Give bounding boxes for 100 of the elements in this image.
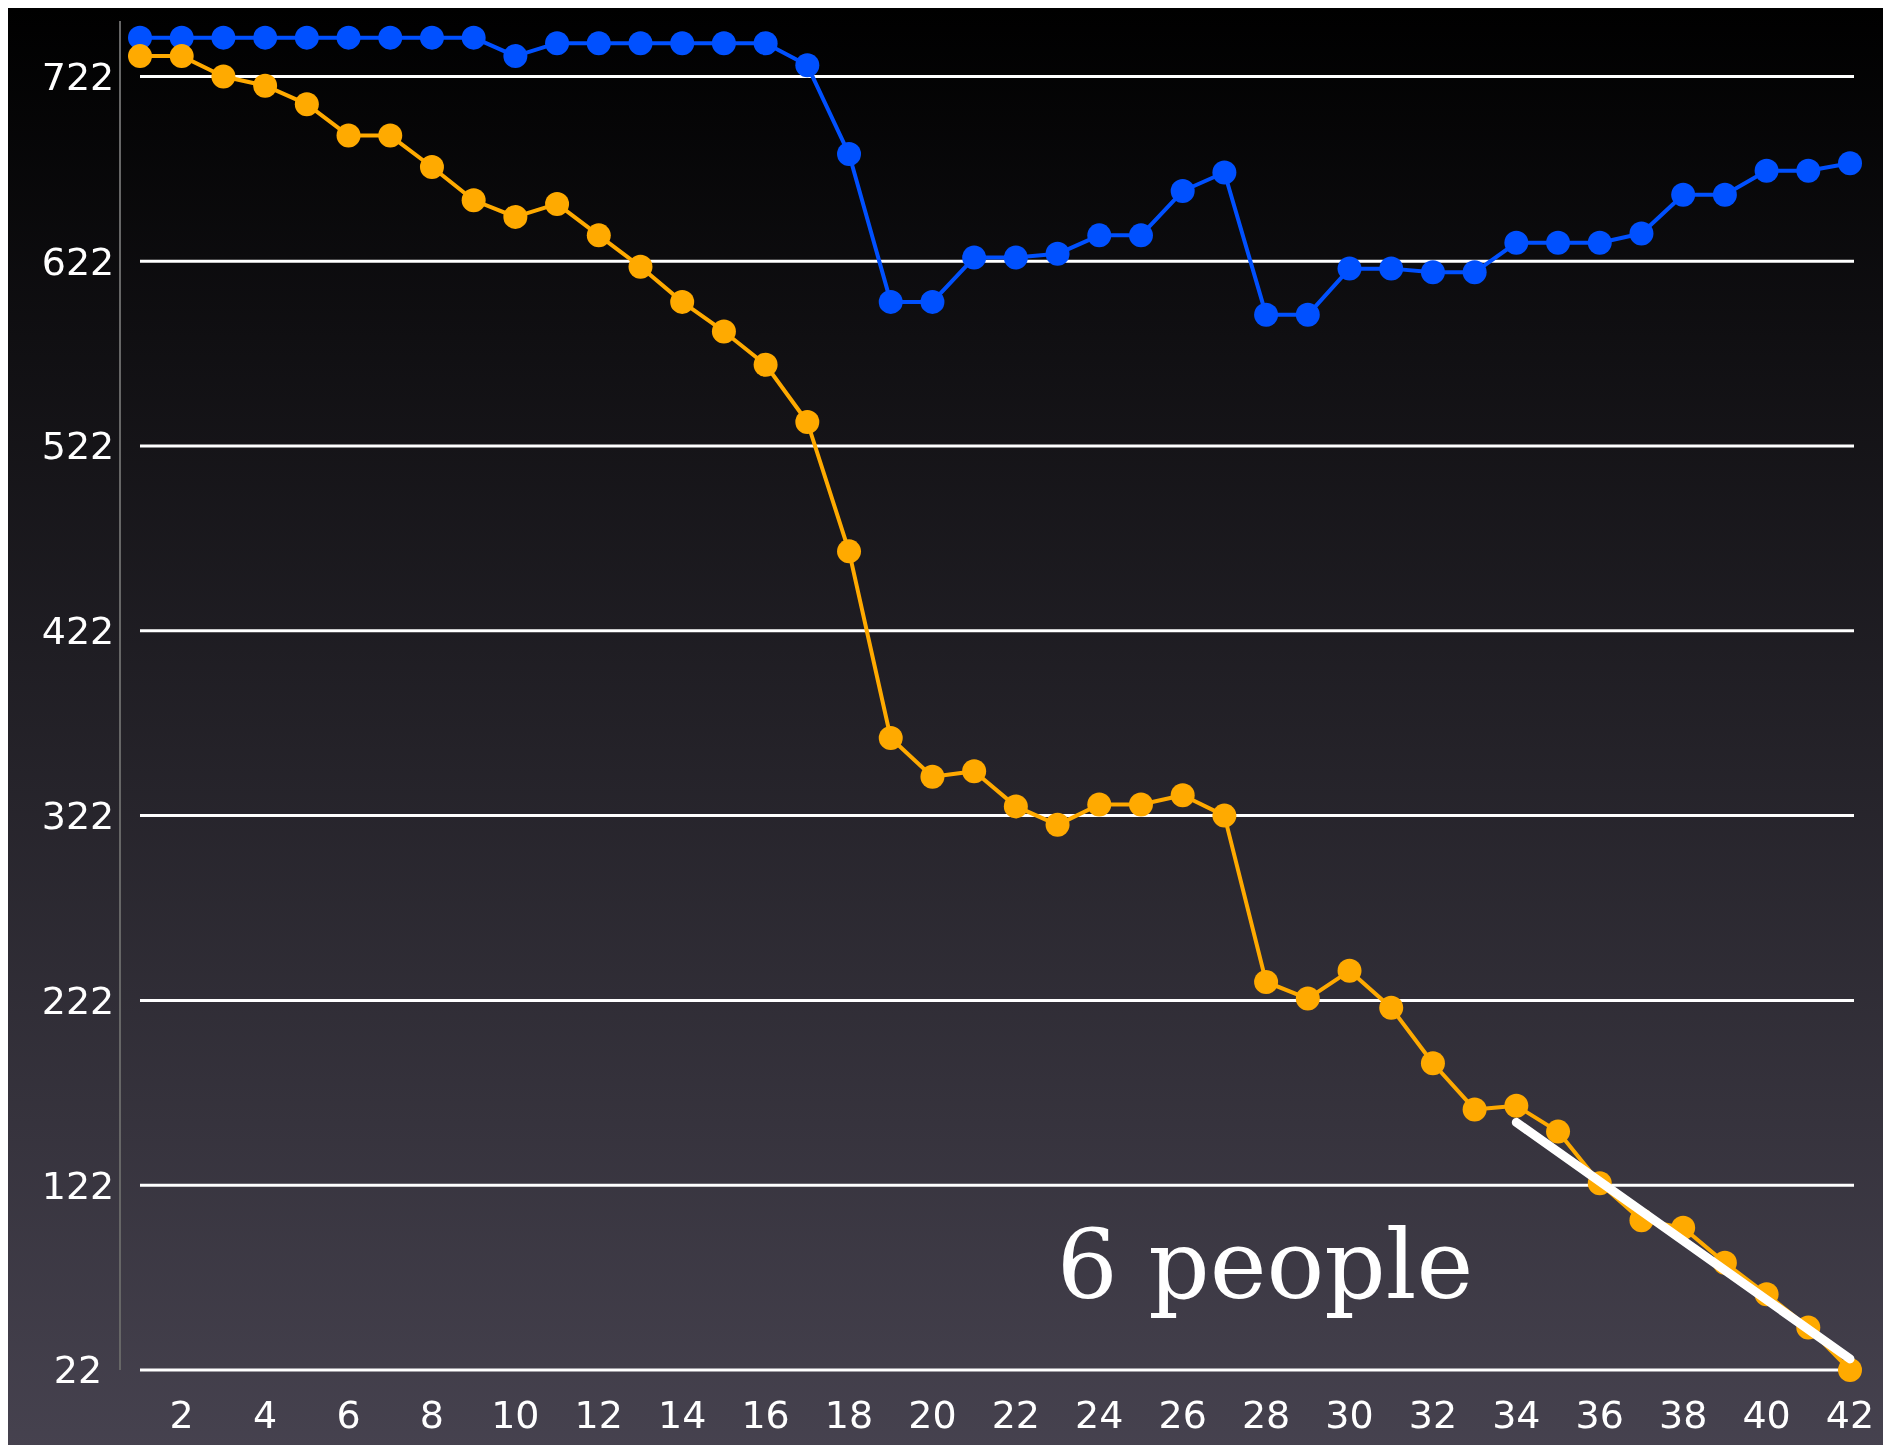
x-tick-label: 34	[1492, 1393, 1541, 1437]
x-tick-label: 26	[1158, 1393, 1207, 1437]
point	[1003, 794, 1028, 819]
point	[962, 245, 987, 270]
y-tick-label: 122	[41, 1163, 115, 1208]
x-tick-label: 30	[1325, 1393, 1374, 1437]
point	[920, 289, 945, 314]
point	[1254, 302, 1279, 327]
point	[795, 53, 820, 78]
point	[628, 254, 653, 279]
point	[1546, 230, 1571, 255]
point	[711, 319, 736, 344]
point	[1337, 256, 1362, 281]
point	[545, 191, 570, 216]
y-tick-label: 322	[41, 793, 115, 838]
x-tick-label: 24	[1075, 1393, 1124, 1437]
point	[169, 44, 194, 69]
point	[962, 759, 987, 784]
point	[1838, 1358, 1862, 1382]
x-tick-label: 38	[1658, 1393, 1708, 1437]
x-tick-label: 16	[741, 1393, 790, 1437]
x-tick-label: 10	[491, 1393, 540, 1437]
point	[1212, 160, 1237, 185]
x-tick-label: 12	[574, 1393, 623, 1437]
point	[1212, 803, 1237, 828]
x-tick-label: 32	[1408, 1393, 1458, 1437]
point	[1087, 223, 1112, 248]
point	[1629, 221, 1654, 246]
point	[586, 223, 611, 248]
x-tick-label: 42	[1825, 1393, 1875, 1437]
point	[1087, 792, 1112, 817]
point	[670, 289, 695, 314]
point	[1504, 230, 1529, 255]
point	[503, 204, 528, 229]
x-tick-label: 6	[336, 1393, 361, 1437]
point	[586, 31, 611, 56]
y-tick-label: 422	[41, 609, 115, 654]
point	[1546, 1119, 1571, 1144]
point	[1295, 986, 1320, 1011]
x-tick-label: 22	[991, 1393, 1041, 1437]
x-tick-label: 14	[658, 1393, 707, 1437]
point	[378, 123, 403, 148]
point	[1671, 182, 1696, 207]
point	[920, 764, 945, 789]
point	[1462, 1097, 1487, 1122]
x-tick-label: 18	[824, 1393, 874, 1437]
point	[211, 25, 236, 50]
point	[795, 410, 820, 434]
x-tick-label: 4	[253, 1393, 278, 1437]
y-tick-label: 622	[41, 239, 115, 284]
point	[753, 352, 778, 377]
point	[128, 44, 152, 69]
point	[628, 31, 653, 56]
point	[1170, 179, 1195, 204]
point	[1170, 783, 1195, 808]
point	[336, 123, 361, 148]
point	[670, 31, 695, 56]
point	[1420, 260, 1445, 285]
point	[1128, 792, 1153, 817]
annotation: 6 people	[1056, 1209, 1474, 1321]
point	[253, 73, 278, 98]
point	[711, 31, 736, 56]
point	[1128, 223, 1153, 248]
y-tick-label: 222	[41, 978, 115, 1023]
point	[1420, 1051, 1445, 1076]
y-tick-label: 22	[53, 1348, 103, 1393]
point	[837, 539, 862, 564]
point	[878, 726, 903, 750]
point	[294, 92, 319, 117]
point	[1045, 241, 1070, 266]
point	[753, 31, 778, 56]
point	[545, 31, 570, 56]
point	[1504, 1093, 1529, 1118]
y-tick-label: 722	[41, 54, 115, 99]
point	[1295, 302, 1320, 327]
point	[419, 154, 444, 179]
x-tick-label: 8	[419, 1393, 445, 1437]
point	[294, 25, 319, 50]
point	[336, 25, 361, 50]
point	[878, 289, 903, 314]
point	[1045, 812, 1070, 837]
point	[1379, 256, 1404, 281]
point	[1754, 158, 1779, 183]
point	[1379, 995, 1404, 1020]
point	[1796, 158, 1821, 183]
point	[1254, 969, 1279, 994]
point	[378, 25, 403, 50]
x-tick-label: 20	[908, 1393, 957, 1437]
x-tick-label: 28	[1241, 1393, 1291, 1437]
x-tick-label: 40	[1742, 1393, 1791, 1437]
x-tick-label: 2	[169, 1393, 194, 1437]
point	[1712, 182, 1737, 207]
point	[1462, 260, 1487, 285]
point	[461, 188, 486, 213]
point	[1003, 245, 1028, 270]
point	[253, 25, 278, 50]
point	[461, 25, 486, 50]
point	[1337, 958, 1362, 983]
point	[419, 25, 444, 50]
point	[1587, 230, 1612, 255]
